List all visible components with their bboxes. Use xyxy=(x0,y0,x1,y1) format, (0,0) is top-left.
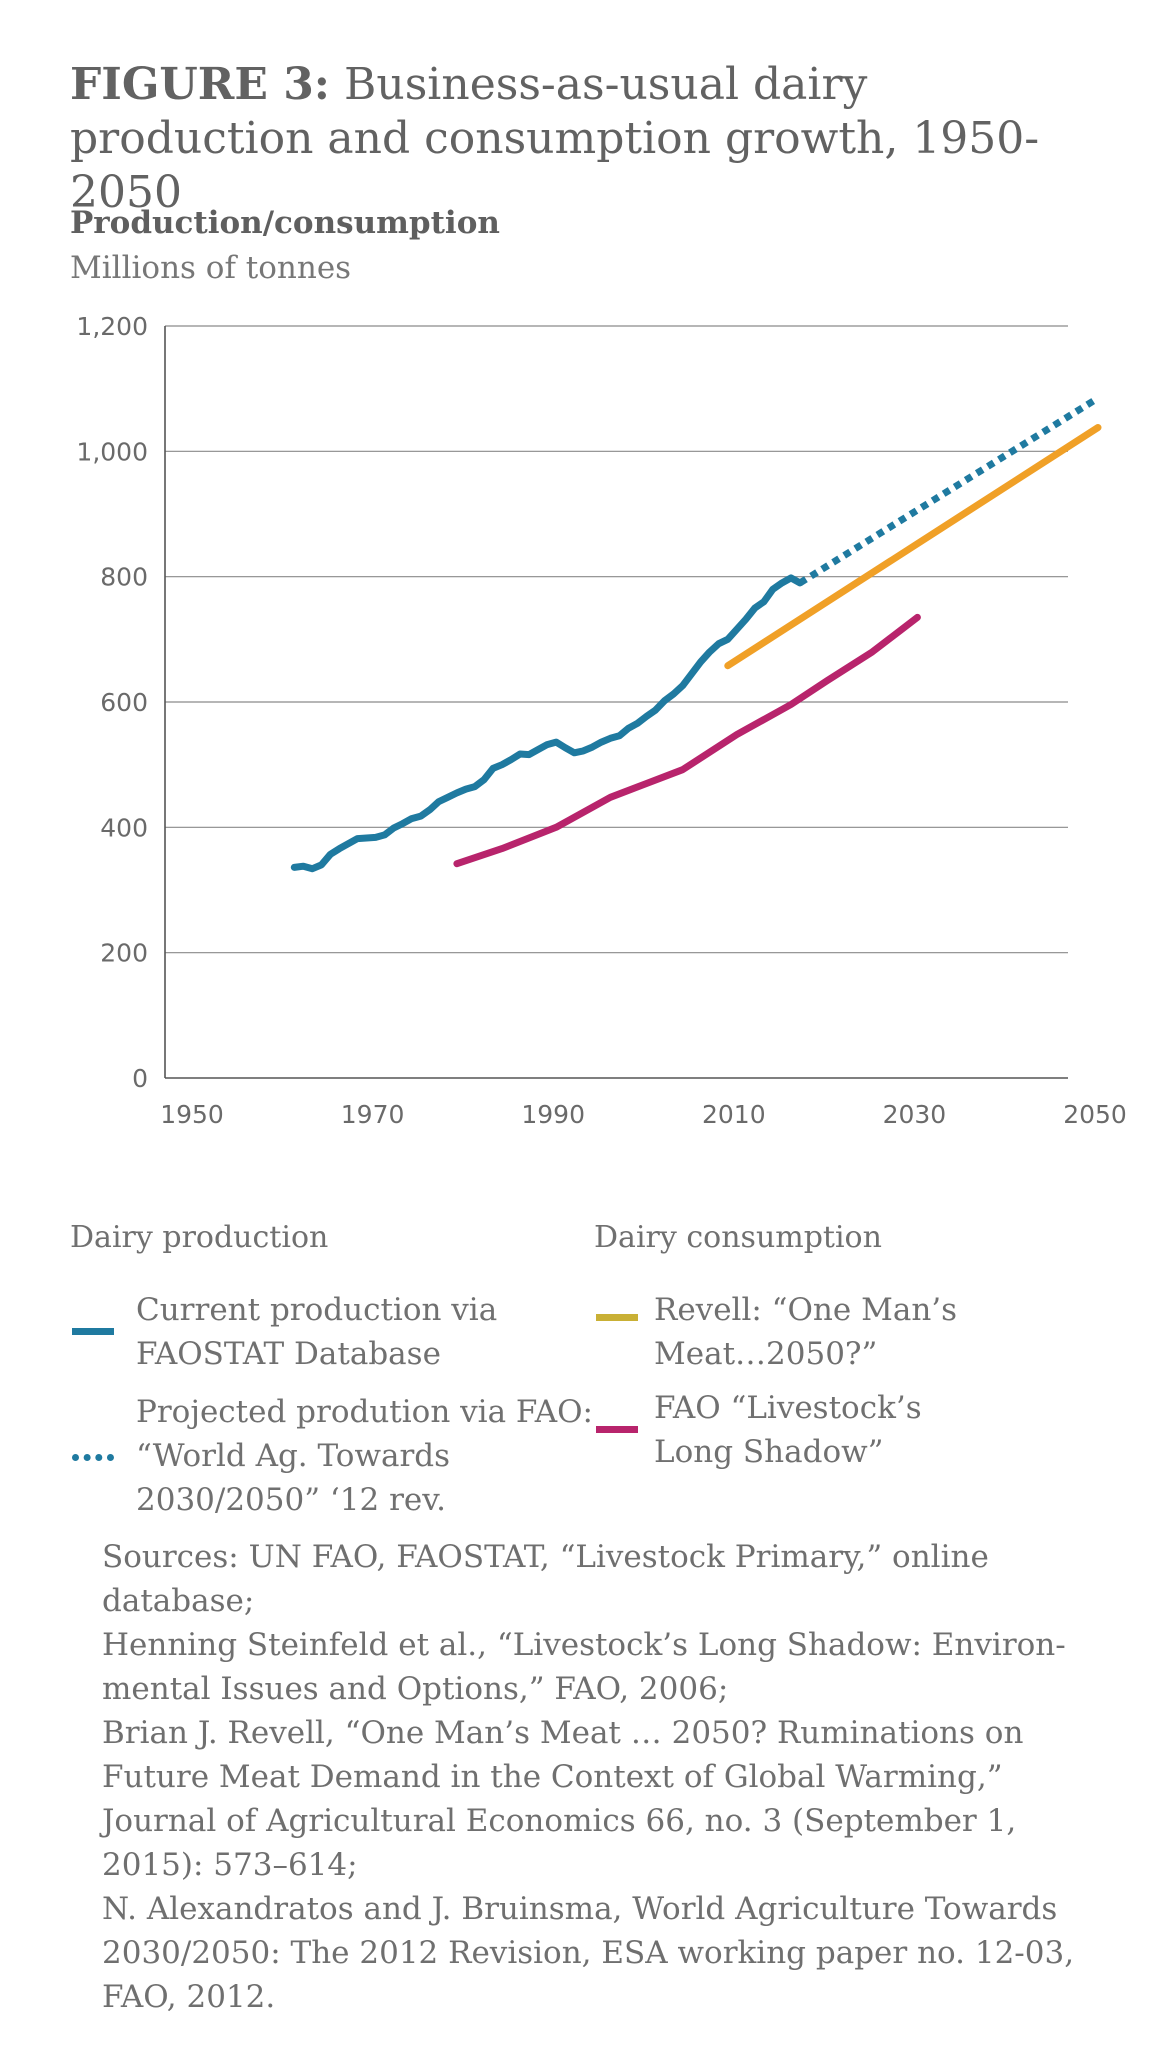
legend-label-line: Meat…2050?” xyxy=(654,1336,878,1372)
legend-item-projected-production: Projected prodution via FAO: “World Ag. … xyxy=(136,1390,593,1522)
legend-item-livestock-shadow: FAO “Livestock’s Long Shadow” xyxy=(654,1386,922,1474)
source-entry: Brian J. Revell, “One Man’s Meat … 2050?… xyxy=(102,1715,1024,1883)
legend-label-line: 2030/2050” ‘12 rev. xyxy=(136,1482,446,1518)
y-tick-label: 400 xyxy=(100,813,148,842)
legend-label-line: Revell: “One Man’s xyxy=(654,1292,958,1328)
x-tick-label: 1950 xyxy=(160,1100,224,1129)
legend-label-line: Current production via xyxy=(136,1292,498,1328)
source-entry: Sources: UN FAO, FAOSTAT, “Livestock Pri… xyxy=(102,1539,989,1619)
y-tick-label: 1,000 xyxy=(76,437,148,466)
legend-item-revell: Revell: “One Man’s Meat…2050?” xyxy=(654,1288,957,1376)
legend-consumption-heading: Dairy consumption xyxy=(594,1220,882,1255)
legend-label-line: “World Ag. Towards xyxy=(136,1438,451,1474)
y-tick-label: 600 xyxy=(100,688,148,717)
legend-label-line: Long Shadow” xyxy=(654,1434,884,1470)
y-tick-label: 1,200 xyxy=(76,312,148,341)
series-line-1 xyxy=(798,395,1100,586)
figure-title: FIGURE 3: Business-as-usual dairy produc… xyxy=(70,58,1110,220)
legend-swatch-revell xyxy=(596,1314,638,1321)
figure-number: FIGURE 3: xyxy=(70,59,331,110)
legend-swatch-livestock-shadow xyxy=(596,1426,638,1433)
figure-title-text: Business-as-usual dairy production and c… xyxy=(70,59,1040,218)
legend-swatch-projected-production xyxy=(72,1454,114,1468)
legend-production-heading: Dairy production xyxy=(70,1220,329,1255)
y-axis-unit: Millions of tonnes xyxy=(70,250,352,286)
legend-label-line: Projected prodution via FAO: xyxy=(136,1394,593,1430)
sources-note: Sources: UN FAO, FAOSTAT, “Livestock Pri… xyxy=(102,1535,1102,2019)
x-tick-label: 1970 xyxy=(341,1100,405,1129)
legend-label-line: FAOSTAT Database xyxy=(136,1336,441,1372)
series-line-0 xyxy=(290,574,804,873)
source-entry: N. Alexandratos and J. Bruinsma, World A… xyxy=(102,1891,1075,2015)
legend-item-current-production: Current production via FAOSTAT Database xyxy=(136,1288,497,1376)
y-tick-label: 200 xyxy=(100,939,148,968)
source-entry: Henning Steinfeld et al., “Livestock’s L… xyxy=(102,1627,1066,1707)
legend-label-line: FAO “Livestock’s xyxy=(654,1390,922,1426)
x-tick-label: 2010 xyxy=(702,1100,766,1129)
line-chart: 0 200 400 600 800 1,000 1,200 1950 1970 1990 2010 2… xyxy=(76,312,1127,1129)
y-tick-label: 800 xyxy=(100,563,148,592)
x-tick-label: 2030 xyxy=(883,1100,947,1129)
y-tick-label: 0 xyxy=(132,1064,148,1093)
legend-swatch-current-production xyxy=(72,1328,114,1335)
series-line-2 xyxy=(724,424,1102,670)
y-axis-label: Production/consumption xyxy=(70,205,500,241)
x-tick-label: 1990 xyxy=(521,1100,585,1129)
series-line-3 xyxy=(453,613,921,868)
x-tick-label: 2050 xyxy=(1063,1100,1127,1129)
